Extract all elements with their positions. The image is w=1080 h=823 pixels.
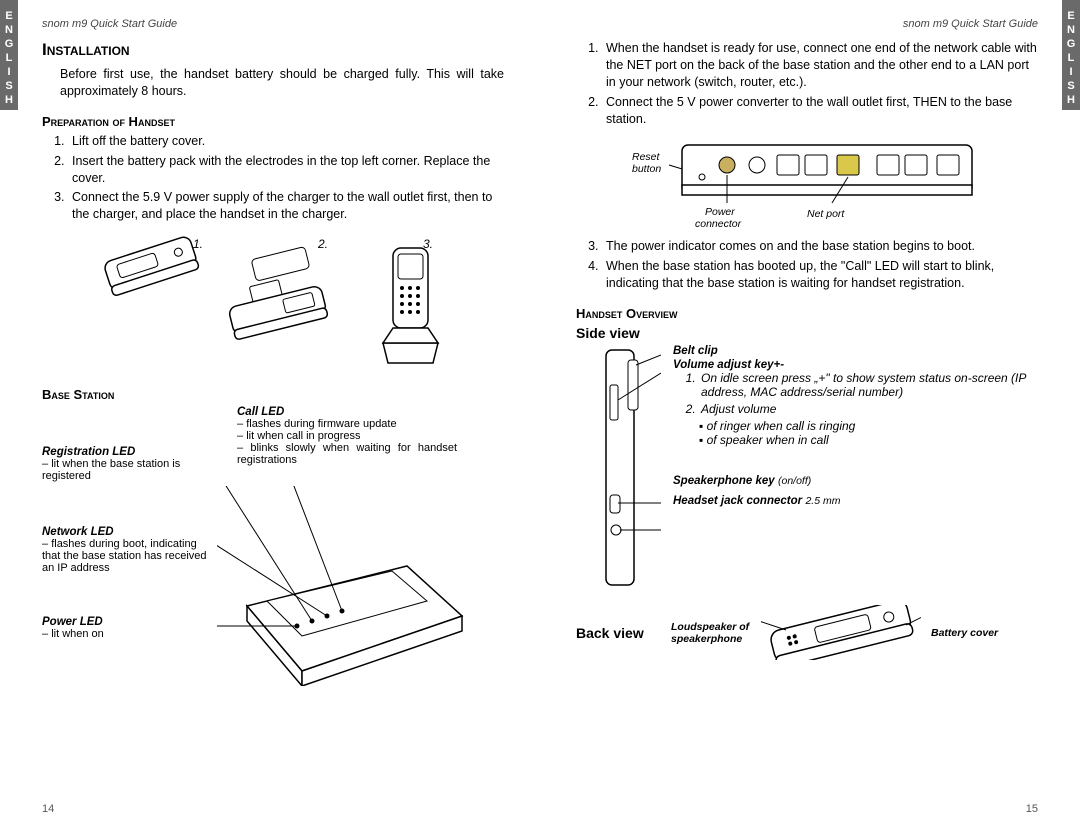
battery-cover-label: Battery cover xyxy=(931,627,998,639)
installation-intro: Before first use, the handset battery sh… xyxy=(60,66,504,100)
running-head-left: snom m9 Quick Start Guide xyxy=(42,18,504,30)
prep-step: Lift off the battery cover. xyxy=(68,133,504,150)
svg-text:Power: Power xyxy=(705,206,735,218)
step: Connect the 5 V power converter to the w… xyxy=(602,94,1038,128)
prep-step: Connect the 5.9 V power supply of the ch… xyxy=(68,189,504,223)
prep-drawing: 1. 2. 3. xyxy=(83,233,463,373)
call-led-item: lit when call in progress xyxy=(237,430,457,442)
call-led-item: flashes during firmware update xyxy=(237,418,457,430)
speakerphone-label: Speakerphone key (on/off) xyxy=(673,473,1038,487)
step: When the handset is ready for use, conne… xyxy=(602,40,1038,91)
side-view-title: Side view xyxy=(576,325,1038,341)
step: When the base station has booted up, the… xyxy=(602,258,1038,292)
page-right: snom m9 Quick Start Guide When the hands… xyxy=(540,0,1080,823)
page-left: snom m9 Quick Start Guide Installation B… xyxy=(0,0,540,823)
right-steps-top: When the handset is ready for use, conne… xyxy=(576,40,1038,127)
prep-steps: Lift off the battery cover. Insert the b… xyxy=(42,133,504,223)
handset-overview-title: Handset Overview xyxy=(576,306,1038,321)
net-led-title: Network LED xyxy=(42,526,207,538)
svg-text:Net port: Net port xyxy=(807,208,845,220)
page-num-right: 15 xyxy=(1026,803,1038,815)
call-led-title: Call LED xyxy=(237,406,457,418)
base-drawing xyxy=(217,486,477,686)
vol-step: Adjust volume xyxy=(699,402,1038,416)
svg-text:button: button xyxy=(632,163,661,175)
reg-led-item: lit when the base station is registered xyxy=(42,458,197,482)
page-num-left: 14 xyxy=(42,803,54,815)
prep-step: Insert the battery pack with the electro… xyxy=(68,153,504,187)
headset-jack-label: Headset jack connector 2.5 mm xyxy=(673,493,1038,507)
svg-text:connector: connector xyxy=(695,218,742,230)
base-back-drawing: Reset button Power connector Net port xyxy=(627,135,987,230)
reg-led-title: Registration LED xyxy=(42,446,197,458)
volume-key-label: Volume adjust key+- xyxy=(673,359,1038,371)
running-head-right: snom m9 Quick Start Guide xyxy=(576,18,1038,30)
vol-sub: of ringer when call is ringing xyxy=(699,419,1038,433)
back-view-row: Back view Loudspeaker of speakerphone Ba… xyxy=(576,605,1038,660)
base-station-title: Base Station xyxy=(42,387,504,402)
vol-sub: of speaker when in call xyxy=(699,433,1038,447)
prep-figure: 1. 2. 3. xyxy=(42,233,504,373)
prep-title: Preparation of Handset xyxy=(42,114,504,129)
power-led-item: lit when on xyxy=(42,628,197,640)
right-steps-mid: The power indicator comes on and the bas… xyxy=(576,238,1038,292)
vol-step: On idle screen press „+" to show system … xyxy=(699,371,1038,399)
back-view-drawing xyxy=(761,605,921,660)
side-view-figure: Belt clip Volume adjust key+- On idle sc… xyxy=(576,345,1038,595)
installation-title: Installation xyxy=(42,40,504,60)
base-station-figure: Registration LED lit when the base stati… xyxy=(42,406,504,696)
step: The power indicator comes on and the bas… xyxy=(602,238,1038,255)
side-view-drawing xyxy=(576,345,661,595)
svg-text:Reset: Reset xyxy=(632,151,661,163)
net-led-item: flashes during boot, indicating that the… xyxy=(42,538,207,574)
fig-label-1: 1. xyxy=(193,237,203,251)
base-back-figure: Reset button Power connector Net port xyxy=(576,135,1038,230)
back-view-title: Back view xyxy=(576,625,661,641)
fig-label-2: 2. xyxy=(317,237,328,251)
belt-clip-label: Belt clip xyxy=(673,345,1038,357)
power-led-title: Power LED xyxy=(42,616,197,628)
loudspeaker-label: Loudspeaker of speakerphone xyxy=(671,621,751,645)
call-led-item: blinks slowly when waiting for handset r… xyxy=(237,442,457,466)
